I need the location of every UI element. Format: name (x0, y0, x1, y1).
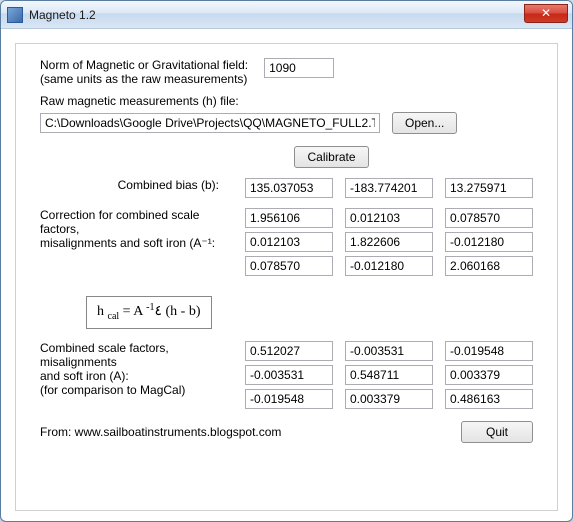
corr-12[interactable] (445, 232, 533, 252)
corr-22[interactable] (445, 256, 533, 276)
client-area: Norm of Magnetic or Gravitational field:… (1, 29, 572, 521)
app-icon (7, 7, 23, 23)
bias-1[interactable] (345, 178, 433, 198)
titlebar: Magneto 1.2 ✕ (1, 1, 572, 29)
scale-label-line2: and soft iron (A): (40, 369, 227, 383)
scale-01[interactable] (345, 341, 433, 361)
app-window: Magneto 1.2 ✕ Norm of Magnetic or Gravit… (0, 0, 573, 522)
corr-01[interactable] (345, 208, 433, 228)
norm-row: Norm of Magnetic or Gravitational field:… (40, 58, 533, 86)
bias-0[interactable] (245, 178, 333, 198)
window-title: Magneto 1.2 (29, 8, 96, 22)
scale-section: Combined scale factors, misalignments an… (40, 341, 533, 409)
scale-00[interactable] (245, 341, 333, 361)
footer-row: From: www.sailboatinstruments.blogspot.c… (40, 421, 533, 443)
norm-label-line1: Norm of Magnetic or Gravitational field: (40, 58, 248, 72)
calibrate-button[interactable]: Calibrate (294, 146, 368, 168)
formula-box: h cal = A -1٤ (h - b) (86, 296, 212, 329)
bias-2[interactable] (445, 178, 533, 198)
scale-22[interactable] (445, 389, 533, 409)
bias-section: Combined bias (b): (40, 178, 533, 198)
correction-label-line1: Correction for combined scale factors, (40, 208, 227, 236)
norm-input[interactable] (264, 58, 334, 78)
norm-label: Norm of Magnetic or Gravitational field:… (40, 58, 248, 86)
norm-label-line2: (same units as the raw measurements) (40, 72, 248, 86)
bias-label: Combined bias (b): (40, 178, 227, 192)
correction-label-line2: misalignments and soft iron (A⁻¹: (40, 236, 227, 250)
corr-02[interactable] (445, 208, 533, 228)
scale-label-line1: Combined scale factors, misalignments (40, 341, 227, 369)
main-panel: Norm of Magnetic or Gravitational field:… (15, 43, 558, 511)
scale-11[interactable] (345, 365, 433, 385)
from-label: From: www.sailboatinstruments.blogspot.c… (40, 425, 281, 439)
scale-12[interactable] (445, 365, 533, 385)
corr-20[interactable] (245, 256, 333, 276)
correction-label: Correction for combined scale factors, m… (40, 208, 227, 250)
correction-section: Correction for combined scale factors, m… (40, 208, 533, 276)
bias-values (245, 178, 533, 198)
corr-00[interactable] (245, 208, 333, 228)
scale-label: Combined scale factors, misalignments an… (40, 341, 227, 397)
scale-10[interactable] (245, 365, 333, 385)
quit-button[interactable]: Quit (461, 421, 533, 443)
scale-matrix (245, 341, 533, 409)
scale-20[interactable] (245, 389, 333, 409)
corr-10[interactable] (245, 232, 333, 252)
corr-11[interactable] (345, 232, 433, 252)
file-label: Raw magnetic measurements (h) file: (40, 94, 533, 108)
open-button[interactable]: Open... (392, 112, 457, 134)
corr-21[interactable] (345, 256, 433, 276)
file-path-input[interactable] (40, 113, 380, 133)
file-row: Open... (40, 112, 533, 134)
scale-label-line3: (for comparison to MagCal) (40, 383, 227, 397)
correction-matrix (245, 208, 533, 276)
scale-21[interactable] (345, 389, 433, 409)
scale-02[interactable] (445, 341, 533, 361)
close-button[interactable]: ✕ (524, 4, 568, 23)
calibrate-row: Calibrate (40, 146, 533, 168)
